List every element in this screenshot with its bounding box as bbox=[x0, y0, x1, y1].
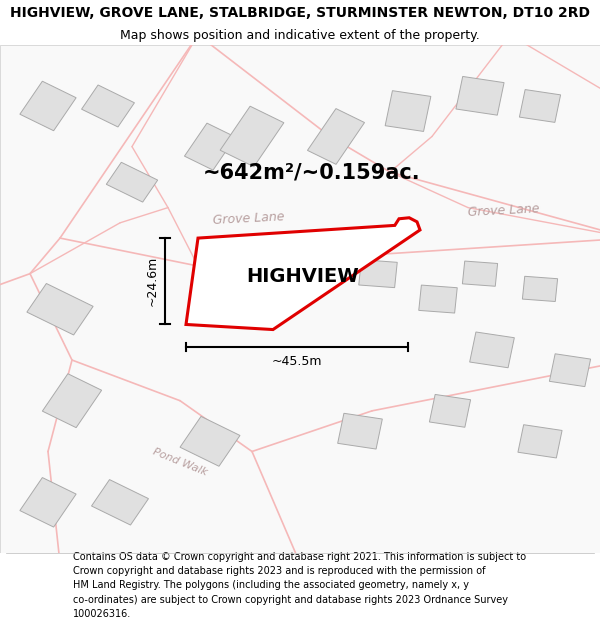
Text: Grove Lane: Grove Lane bbox=[213, 211, 285, 227]
Polygon shape bbox=[180, 416, 240, 466]
Polygon shape bbox=[456, 76, 504, 115]
Polygon shape bbox=[338, 413, 382, 449]
Polygon shape bbox=[43, 374, 101, 428]
Text: HIGHVIEW, GROVE LANE, STALBRIDGE, STURMINSTER NEWTON, DT10 2RD: HIGHVIEW, GROVE LANE, STALBRIDGE, STURMI… bbox=[10, 6, 590, 19]
Polygon shape bbox=[272, 274, 304, 304]
Polygon shape bbox=[520, 89, 560, 122]
Polygon shape bbox=[550, 354, 590, 387]
Polygon shape bbox=[359, 259, 397, 288]
Polygon shape bbox=[518, 425, 562, 458]
Polygon shape bbox=[27, 284, 93, 335]
Polygon shape bbox=[220, 106, 284, 167]
Polygon shape bbox=[430, 394, 470, 428]
Polygon shape bbox=[106, 162, 158, 202]
Polygon shape bbox=[20, 478, 76, 527]
Text: Map shows position and indicative extent of the property.: Map shows position and indicative extent… bbox=[120, 29, 480, 42]
Polygon shape bbox=[92, 479, 148, 525]
Polygon shape bbox=[184, 123, 236, 170]
Polygon shape bbox=[82, 85, 134, 127]
Text: ~642m²/~0.159ac.: ~642m²/~0.159ac. bbox=[203, 162, 421, 182]
Polygon shape bbox=[385, 91, 431, 131]
Polygon shape bbox=[470, 332, 514, 367]
Text: ~45.5m: ~45.5m bbox=[272, 355, 322, 368]
Polygon shape bbox=[463, 261, 497, 286]
Text: HIGHVIEW: HIGHVIEW bbox=[247, 267, 359, 286]
Polygon shape bbox=[307, 109, 365, 164]
Text: ~24.6m: ~24.6m bbox=[145, 256, 158, 306]
Text: Contains OS data © Crown copyright and database right 2021. This information is : Contains OS data © Crown copyright and d… bbox=[73, 552, 527, 619]
Text: Pond Walk: Pond Walk bbox=[151, 446, 209, 477]
Polygon shape bbox=[419, 285, 457, 313]
Polygon shape bbox=[20, 81, 76, 131]
Text: Grove Lane: Grove Lane bbox=[468, 202, 540, 219]
Polygon shape bbox=[186, 217, 420, 329]
Polygon shape bbox=[523, 276, 557, 301]
